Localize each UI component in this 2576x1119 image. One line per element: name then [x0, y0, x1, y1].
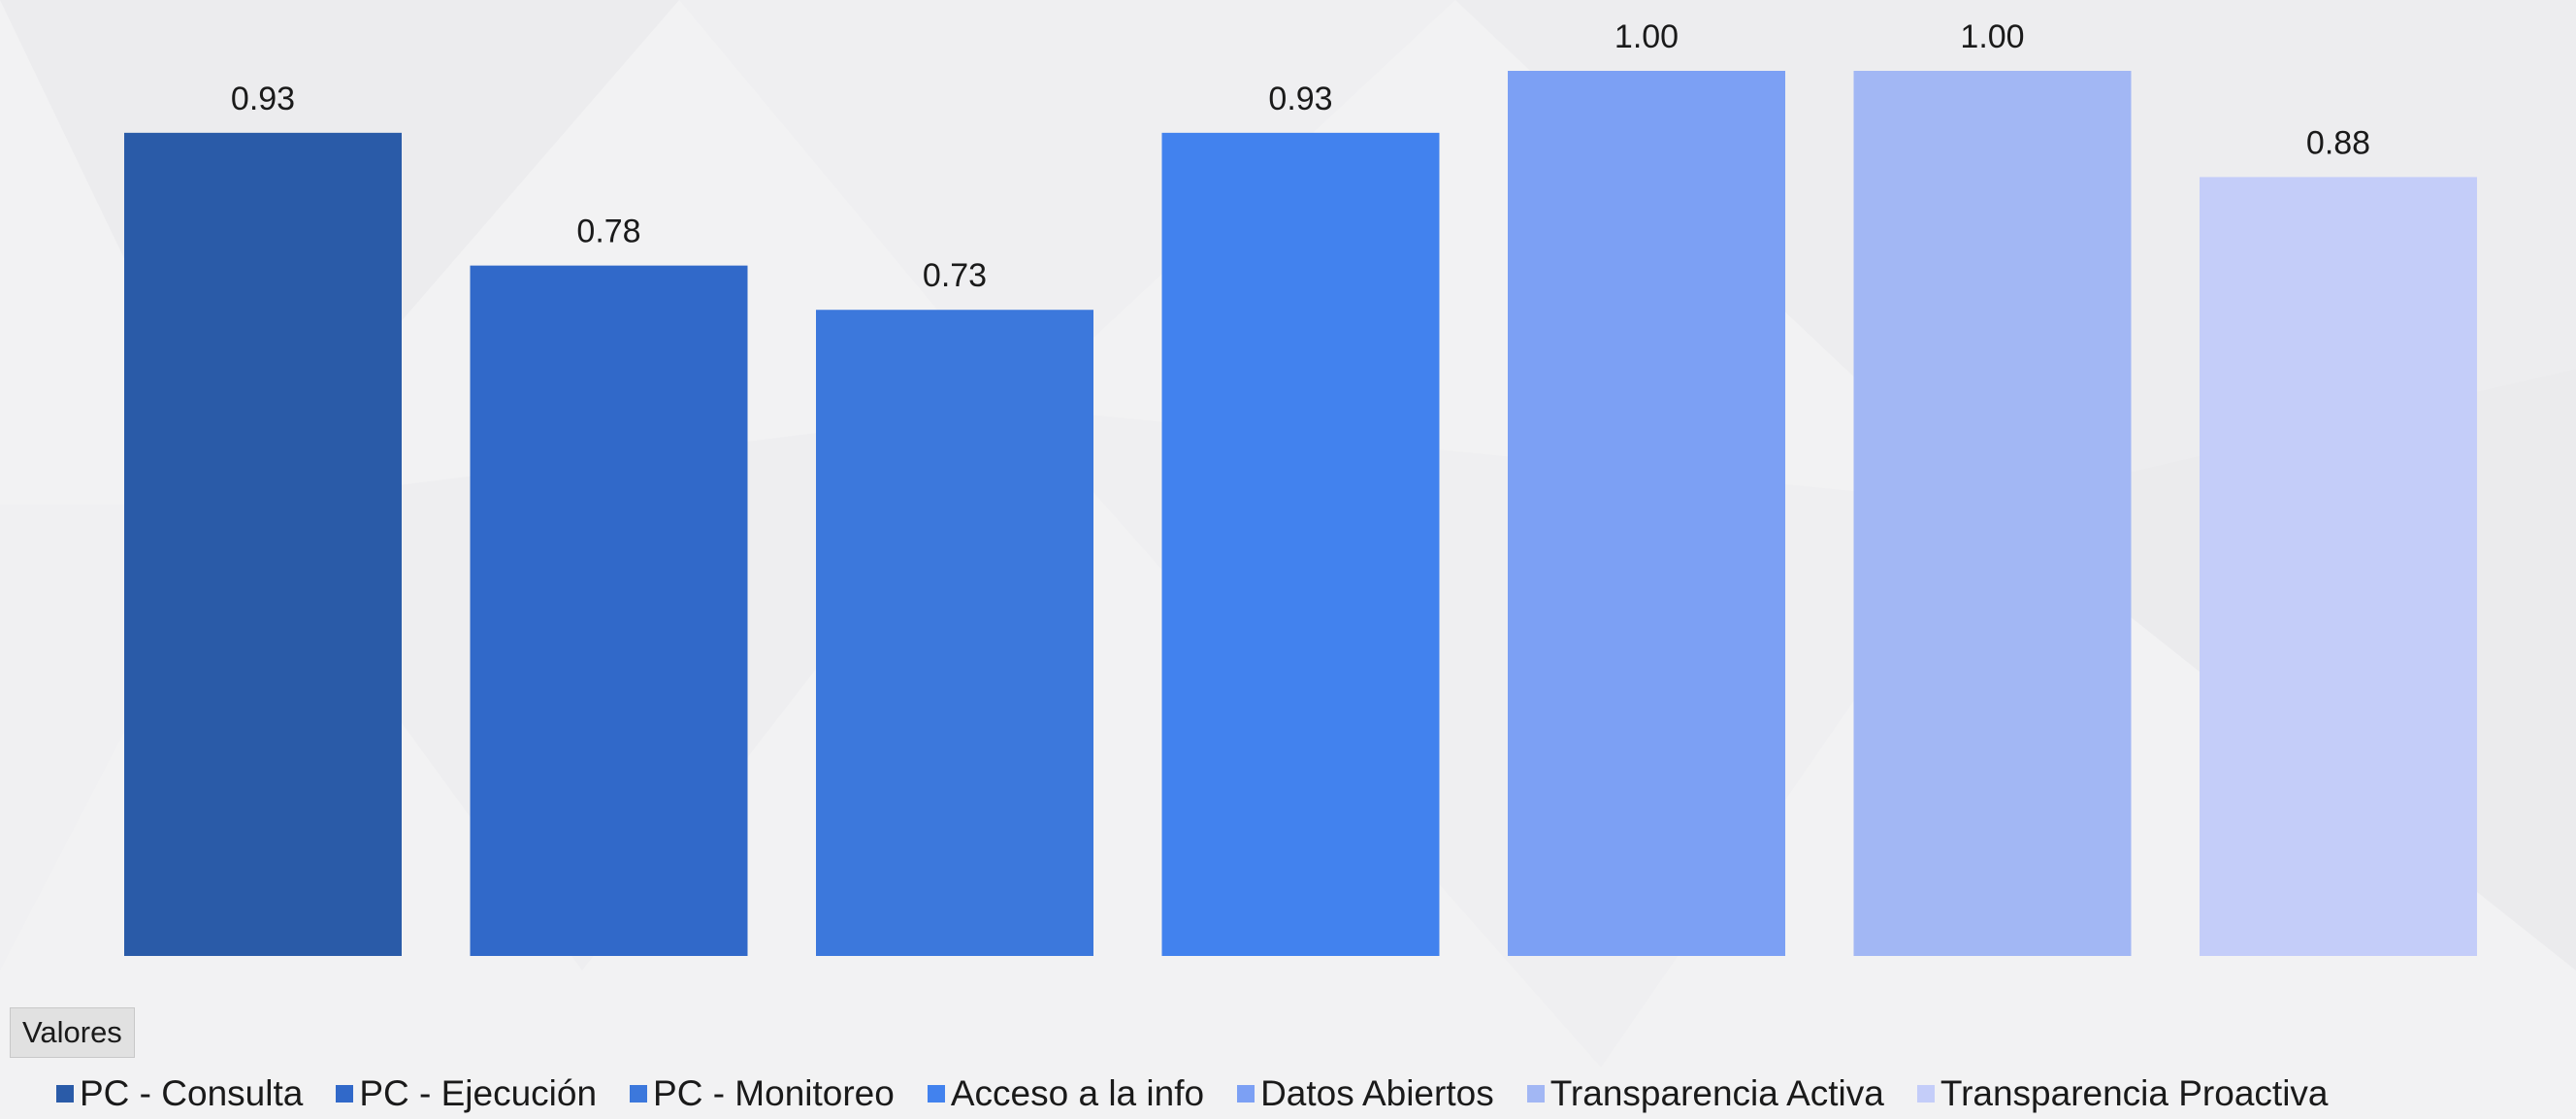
bar-4[interactable]: [1161, 132, 1440, 957]
legend-label: Datos Abiertos: [1260, 1072, 1494, 1113]
bar-2[interactable]: [470, 265, 748, 956]
legend-item-1[interactable]: PC - Consulta: [56, 1073, 303, 1114]
legend-swatch-icon: [56, 1084, 74, 1103]
bar-chart: 0.93 0.78 0.73 0.93 1.00 1.00 0.88: [124, 18, 2477, 957]
legend-label: Acceso a la info: [950, 1072, 1205, 1113]
bar-1[interactable]: [124, 132, 402, 957]
legend-swatch-icon: [1526, 1084, 1545, 1103]
data-label-1: 0.93: [231, 81, 295, 117]
bar-7[interactable]: [2200, 177, 2477, 956]
legend-item-2[interactable]: PC - Ejecución: [336, 1073, 597, 1114]
legend-item-7[interactable]: Transparencia Proactiva: [1916, 1072, 2329, 1114]
chart-legend: PC - Consulta PC - Ejecución PC - Monitore…: [56, 1068, 2569, 1119]
legend-swatch-icon: [1237, 1084, 1255, 1103]
legend-label: PC - Ejecución: [359, 1072, 598, 1113]
legend-label: Transparencia Activa: [1549, 1072, 1884, 1113]
data-label-3: 0.73: [923, 257, 987, 294]
legend-label: PC - Consulta: [80, 1072, 304, 1113]
bar-6[interactable]: [1853, 71, 2132, 956]
legend-label: PC - Monitoreo: [653, 1072, 895, 1113]
values-field-button[interactable]: Valores: [10, 1007, 135, 1058]
legend-item-6[interactable]: Transparencia Activa: [1526, 1072, 1884, 1114]
data-label-6: 1.00: [1960, 18, 2024, 55]
legend-item-4[interactable]: Acceso a la info: [927, 1072, 1205, 1114]
data-label-5: 1.00: [1614, 18, 1679, 55]
legend-item-5[interactable]: Datos Abiertos: [1237, 1073, 1494, 1114]
legend-swatch-icon: [630, 1084, 648, 1103]
data-label-7: 0.88: [2306, 124, 2370, 161]
bar-5[interactable]: [1508, 71, 1785, 956]
bar-3[interactable]: [816, 310, 1093, 956]
legend-swatch-icon: [1916, 1084, 1935, 1103]
legend-swatch-icon: [336, 1084, 354, 1103]
data-label-4: 0.93: [1268, 81, 1332, 117]
legend-item-3[interactable]: PC - Monitoreo: [630, 1073, 895, 1114]
legend-label: Transparencia Proactiva: [1940, 1072, 2329, 1113]
data-label-2: 0.78: [576, 214, 640, 250]
legend-swatch-icon: [927, 1084, 945, 1103]
